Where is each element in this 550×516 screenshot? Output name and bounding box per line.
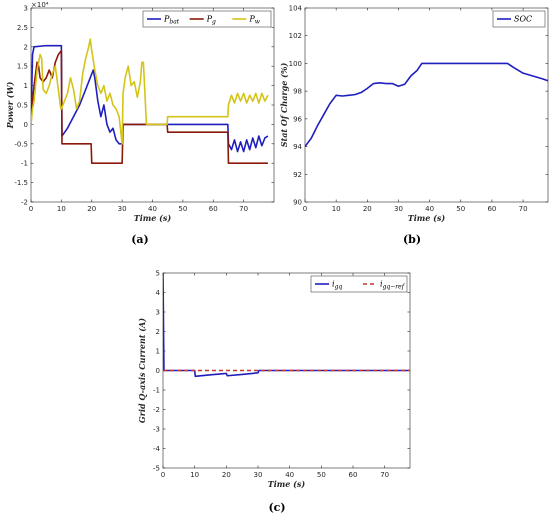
y-axis-label: Stat Of Charge (%) <box>279 63 289 148</box>
x-tick-label: 0 <box>29 205 33 213</box>
legend-label-Pg: Pg <box>206 15 216 26</box>
y-tick-label: 0 <box>24 121 28 129</box>
y-tick-label: -1 <box>21 160 28 168</box>
x-axis-label: Time (s) <box>408 213 446 223</box>
x-tick-label: 50 <box>456 205 465 213</box>
y-tick-label: -1.5 <box>14 179 28 187</box>
y-tick-label: 98 <box>293 88 302 96</box>
y-tick-label: -2 <box>21 199 28 207</box>
legend: Pbat Pg Pw <box>142 10 272 28</box>
y-tick-label: 90 <box>293 199 302 207</box>
x-tick-label: 20 <box>87 205 96 213</box>
y-tick-label: 96 <box>293 115 302 123</box>
y-tick-label: 94 <box>293 143 302 151</box>
series-line-SOC <box>305 62 548 148</box>
y-exponent-label: ×10⁴ <box>31 1 49 9</box>
legend-label-igq−ref: igq−ref <box>380 280 406 291</box>
panel-caption: (c) <box>268 501 285 514</box>
chart-panel-2: 0 10 20 30 40 50 60 70 -5 -4 -3 -2 -1 0 1 2 3 4 5 igq igq−re… <box>137 270 411 514</box>
panel-caption: (b) <box>403 233 421 246</box>
series-line-Pw <box>31 38 269 145</box>
x-tick-label: 40 <box>148 205 157 213</box>
panel-caption: (a) <box>131 233 149 246</box>
x-tick-label: 50 <box>317 471 326 479</box>
x-tick-label: 10 <box>57 205 66 213</box>
x-tick-label: 10 <box>332 205 341 213</box>
y-tick-label: 104 <box>289 5 303 13</box>
x-tick-label: 50 <box>178 205 187 213</box>
y-tick-label: 92 <box>293 171 302 179</box>
legend-label-Pw: Pw <box>248 15 260 26</box>
y-tick-label: 3 <box>24 5 28 13</box>
y-tick-label: 2 <box>24 43 28 51</box>
x-tick-label: 70 <box>380 471 389 479</box>
y-tick-label: 4 <box>156 289 161 297</box>
y-tick-label: 0.5 <box>17 102 28 110</box>
chart-panel-0: 0 10 20 30 40 50 60 70 -2 -1.5 -1 -0.5 0 0.5 1 1.5 2 2.5 3… <box>5 1 275 246</box>
chart-panel-1: 0 10 20 30 40 50 60 70 90 92 94 96 98 100 102 104 SOC Tim… <box>279 5 549 246</box>
y-tick-label: 1 <box>156 348 160 356</box>
y-axis-label: Grid Q-axis Current (A) <box>137 318 147 423</box>
legend: SOC <box>492 10 546 28</box>
x-axis-label: Time (s) <box>134 213 172 223</box>
x-tick-label: 60 <box>349 471 358 479</box>
x-tick-label: 0 <box>161 471 165 479</box>
y-tick-label: -5 <box>153 465 160 473</box>
y-tick-label: 0 <box>156 367 160 375</box>
y-tick-label: 102 <box>289 32 302 40</box>
y-tick-label: -1 <box>153 387 160 395</box>
plot-frame <box>30 7 275 203</box>
legend-box <box>310 275 408 293</box>
x-tick-label: 70 <box>239 205 248 213</box>
legend-label-igq: igq <box>332 280 342 291</box>
y-tick-label: -2 <box>153 406 160 414</box>
x-tick-label: 30 <box>394 205 403 213</box>
legend-label-SOC: SOC <box>514 15 532 24</box>
x-tick-label: 30 <box>118 205 127 213</box>
legend: igq igq−ref <box>310 275 408 293</box>
x-tick-label: 30 <box>254 471 263 479</box>
x-axis-label: Time (s) <box>268 479 306 489</box>
plot-frame <box>304 7 549 203</box>
y-tick-label: -0.5 <box>14 140 28 148</box>
y-tick-label: -4 <box>153 445 161 453</box>
x-tick-label: 20 <box>363 205 372 213</box>
series-line-Pg <box>31 49 268 164</box>
x-tick-label: 60 <box>209 205 218 213</box>
y-tick-label: 2 <box>156 328 160 336</box>
y-axis-label: Power (W) <box>5 81 15 129</box>
series-line-igq <box>163 273 410 378</box>
y-tick-label: 5 <box>156 270 160 278</box>
legend-box <box>142 10 272 28</box>
y-tick-label: 3 <box>156 309 160 317</box>
x-tick-label: 0 <box>303 205 307 213</box>
y-tick-label: 2.5 <box>17 24 28 32</box>
legend-box <box>492 10 546 28</box>
x-tick-label: 60 <box>487 205 496 213</box>
x-tick-label: 40 <box>425 205 434 213</box>
y-tick-label: -3 <box>153 426 160 434</box>
y-tick-label: 1 <box>24 82 28 90</box>
y-tick-label: 100 <box>289 60 302 68</box>
legend-label-Pbat: Pbat <box>163 15 180 26</box>
x-tick-label: 20 <box>222 471 231 479</box>
x-tick-label: 40 <box>285 471 294 479</box>
x-tick-label: 10 <box>190 471 199 479</box>
x-tick-label: 70 <box>519 205 528 213</box>
y-tick-label: 1.5 <box>17 63 28 71</box>
